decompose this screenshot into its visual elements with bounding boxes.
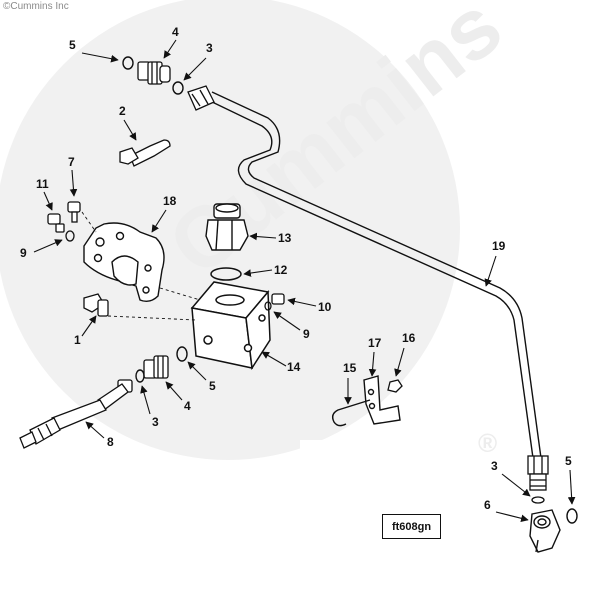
svg-text:1: 1 (74, 333, 81, 347)
svg-text:8: 8 (107, 435, 114, 449)
seal-9-lower (264, 301, 272, 311)
callout-12: 12 (243, 263, 288, 277)
clip-15 (331, 399, 371, 427)
svg-text:18: 18 (163, 194, 177, 208)
svg-text:11: 11 (36, 177, 49, 191)
svg-text:5: 5 (565, 454, 572, 468)
elbow-fitting-6 (529, 509, 561, 553)
callout-1: 1 (74, 315, 97, 347)
fitting-top-4 (137, 61, 171, 85)
callout-16: 16 (394, 331, 416, 377)
svg-text:10: 10 (318, 300, 332, 314)
bolt-2 (119, 139, 171, 167)
callout-8: 8 (85, 421, 114, 449)
callout-2: 2 (119, 104, 137, 141)
svg-text:3: 3 (206, 41, 213, 55)
bracket-17 (363, 375, 401, 425)
callout-9-upper: 9 (20, 239, 63, 260)
o-ring-lower-5 (176, 346, 188, 362)
callout-13: 13 (249, 231, 292, 245)
alignment-lines (81, 211, 201, 321)
callout-5-bottom: 5 (565, 454, 576, 505)
svg-text:4: 4 (184, 399, 191, 413)
svg-text:9: 9 (303, 327, 310, 341)
tube-assembly-19 (207, 91, 542, 459)
svg-text:5: 5 (209, 379, 216, 393)
callout-17: 17 (368, 336, 382, 377)
hose-8 (19, 379, 133, 449)
svg-text:14: 14 (287, 360, 301, 374)
svg-text:12: 12 (274, 263, 288, 277)
callout-4-top: 4 (163, 25, 179, 59)
svg-text:4: 4 (172, 25, 179, 39)
callout-3-lower: 3 (140, 385, 159, 429)
callout-5-lower: 5 (187, 361, 216, 393)
plug-11 (47, 213, 65, 233)
svg-text:9: 9 (20, 246, 27, 260)
svg-text:17: 17 (368, 336, 382, 350)
callout-4-lower: 4 (165, 381, 191, 413)
o-ring-top-5 (122, 56, 134, 70)
callout-5-top: 5 (69, 38, 119, 63)
fitting-lower-4 (143, 355, 169, 379)
bracket-18 (83, 222, 165, 303)
seal-9-upper (65, 230, 75, 242)
drawing-code-label: ft608gn (382, 514, 441, 539)
svg-text:19: 19 (492, 239, 506, 253)
copyright-notice: ©Cummins Inc (3, 1, 69, 12)
svg-text:3: 3 (152, 415, 159, 429)
callout-18: 18 (151, 194, 177, 233)
block-14 (190, 281, 271, 371)
nut-16 (387, 379, 403, 393)
callout-19: 19 (484, 239, 506, 287)
svg-text:16: 16 (402, 331, 416, 345)
callout-15: 15 (343, 361, 357, 405)
o-ring-top-3 (172, 81, 184, 95)
watermark-registered-mark: ® (478, 428, 497, 458)
capscrew-1 (83, 293, 109, 317)
o-ring-bottom-5 (566, 508, 578, 524)
callout-11: 11 (36, 177, 53, 211)
capscrew-7 (67, 201, 81, 223)
svg-text:6: 6 (484, 498, 491, 512)
adapter-13 (205, 203, 249, 251)
svg-text:3: 3 (491, 459, 498, 473)
o-ring-12 (210, 267, 242, 281)
callout-7: 7 (68, 155, 78, 197)
svg-text:13: 13 (278, 231, 292, 245)
callout-9-lower: 9 (273, 311, 310, 341)
callout-3-bottom: 3 (491, 459, 531, 497)
svg-text:7: 7 (68, 155, 75, 169)
tube-nut-top (187, 85, 215, 111)
plug-10 (271, 293, 285, 305)
callout-6: 6 (484, 498, 529, 523)
callout-3-top: 3 (183, 41, 213, 81)
o-ring-bottom-3 (531, 496, 545, 504)
svg-text:15: 15 (343, 361, 357, 375)
o-ring-lower-3 (135, 369, 145, 383)
svg-text:5: 5 (69, 38, 76, 52)
callout-10: 10 (287, 297, 332, 314)
tube-nut-bottom (527, 455, 549, 491)
callout-14: 14 (261, 351, 301, 374)
svg-text:2: 2 (119, 104, 126, 118)
